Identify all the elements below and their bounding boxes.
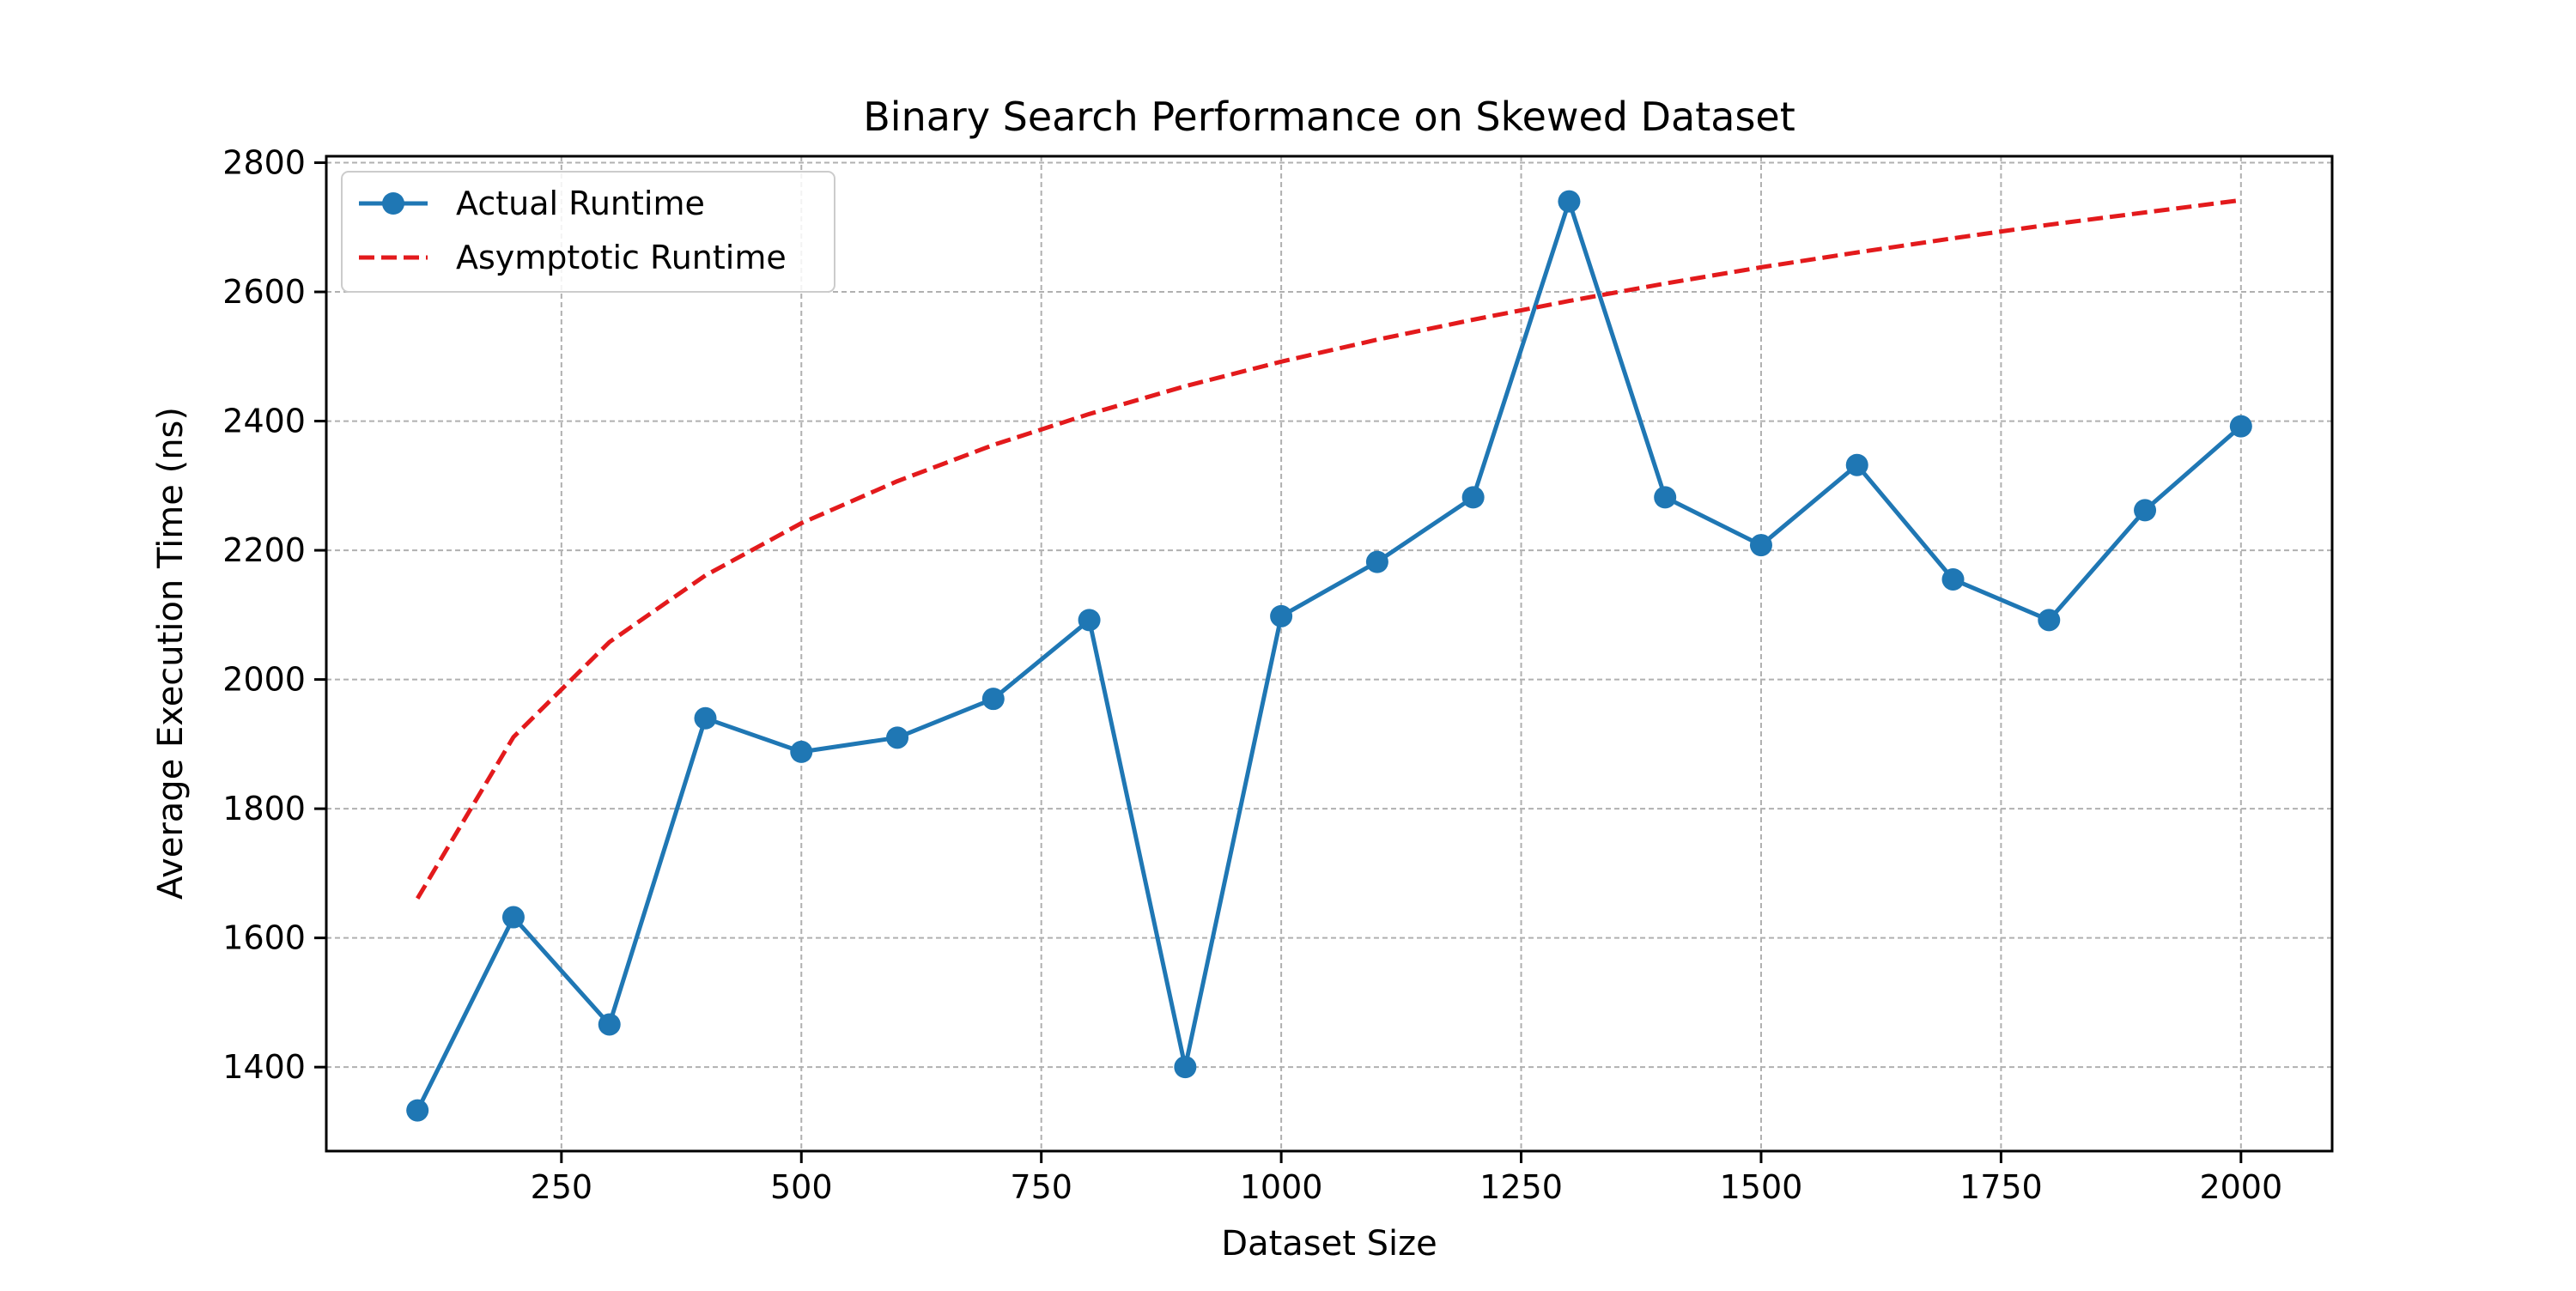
series-line-actual-runtime — [415, 199, 2243, 1112]
data-point-actual-runtime — [1461, 486, 1485, 509]
data-point-actual-runtime — [1078, 609, 1101, 632]
data-point-actual-runtime — [981, 688, 1005, 711]
y-tick-label: 1600 — [222, 919, 306, 957]
legend-label-actual-runtime: Actual Runtime — [456, 185, 705, 222]
y-tick-label: 2400 — [222, 403, 306, 440]
data-point-actual-runtime — [886, 726, 909, 749]
grid — [326, 156, 2332, 1151]
series-line-asymptotic-runtime — [416, 197, 2242, 900]
data-point-actual-runtime — [1654, 486, 1677, 509]
y-tick-label: 2200 — [222, 531, 306, 569]
data-point-actual-runtime — [1270, 604, 1293, 627]
data-point-actual-runtime — [501, 906, 525, 929]
y-tick-label: 1400 — [222, 1048, 306, 1086]
data-point-actual-runtime — [406, 1099, 429, 1122]
data-point-actual-runtime — [1174, 1056, 1197, 1079]
chart-title: Binary Search Performance on Skewed Data… — [863, 94, 1795, 140]
x-tick-label: 2000 — [2199, 1168, 2282, 1206]
legend-box — [341, 171, 835, 293]
legend-label-asymptotic-runtime: Asymptotic Runtime — [456, 239, 787, 276]
data-point-actual-runtime — [790, 740, 813, 763]
plot-area-frame — [325, 155, 2334, 1153]
axis-ticks: 250 500 750 1000 1250 1500 1750 2000 1400 1600 180… — [222, 144, 2282, 1206]
x-tick-label: 750 — [1010, 1168, 1072, 1206]
data-point-actual-runtime — [2229, 415, 2252, 438]
x-tick-label: 1000 — [1240, 1168, 1323, 1206]
data-point-actual-runtime — [2134, 499, 2157, 522]
data-point-actual-runtime — [1558, 190, 1581, 213]
legend: Actual Runtime Asymptotic Runtime — [341, 171, 835, 293]
y-tick-label: 1800 — [222, 790, 306, 827]
legend-marker-actual-runtime — [382, 192, 404, 215]
x-tick-label: 500 — [770, 1168, 833, 1206]
x-tick-label: 1750 — [1959, 1168, 2043, 1206]
data-point-actual-runtime — [2038, 609, 2061, 632]
data-point-actual-runtime — [1941, 567, 1965, 591]
y-tick-label: 2600 — [222, 273, 306, 311]
x-tick-label: 1500 — [1720, 1168, 1803, 1206]
x-axis-label: Dataset Size — [1221, 1224, 1437, 1264]
series-layer — [406, 190, 2252, 1122]
data-point-actual-runtime — [1845, 453, 1868, 476]
y-tick-label: 2000 — [222, 661, 306, 699]
data-point-actual-runtime — [1749, 534, 1772, 557]
data-point-actual-runtime — [1365, 550, 1388, 573]
x-tick-label: 250 — [531, 1168, 593, 1206]
data-point-actual-runtime — [598, 1013, 621, 1036]
data-point-actual-runtime — [694, 706, 717, 730]
y-tick-label: 2800 — [222, 144, 306, 182]
x-tick-label: 1250 — [1479, 1168, 1563, 1206]
y-axis-label: Average Execution Time (ns) — [151, 407, 191, 900]
